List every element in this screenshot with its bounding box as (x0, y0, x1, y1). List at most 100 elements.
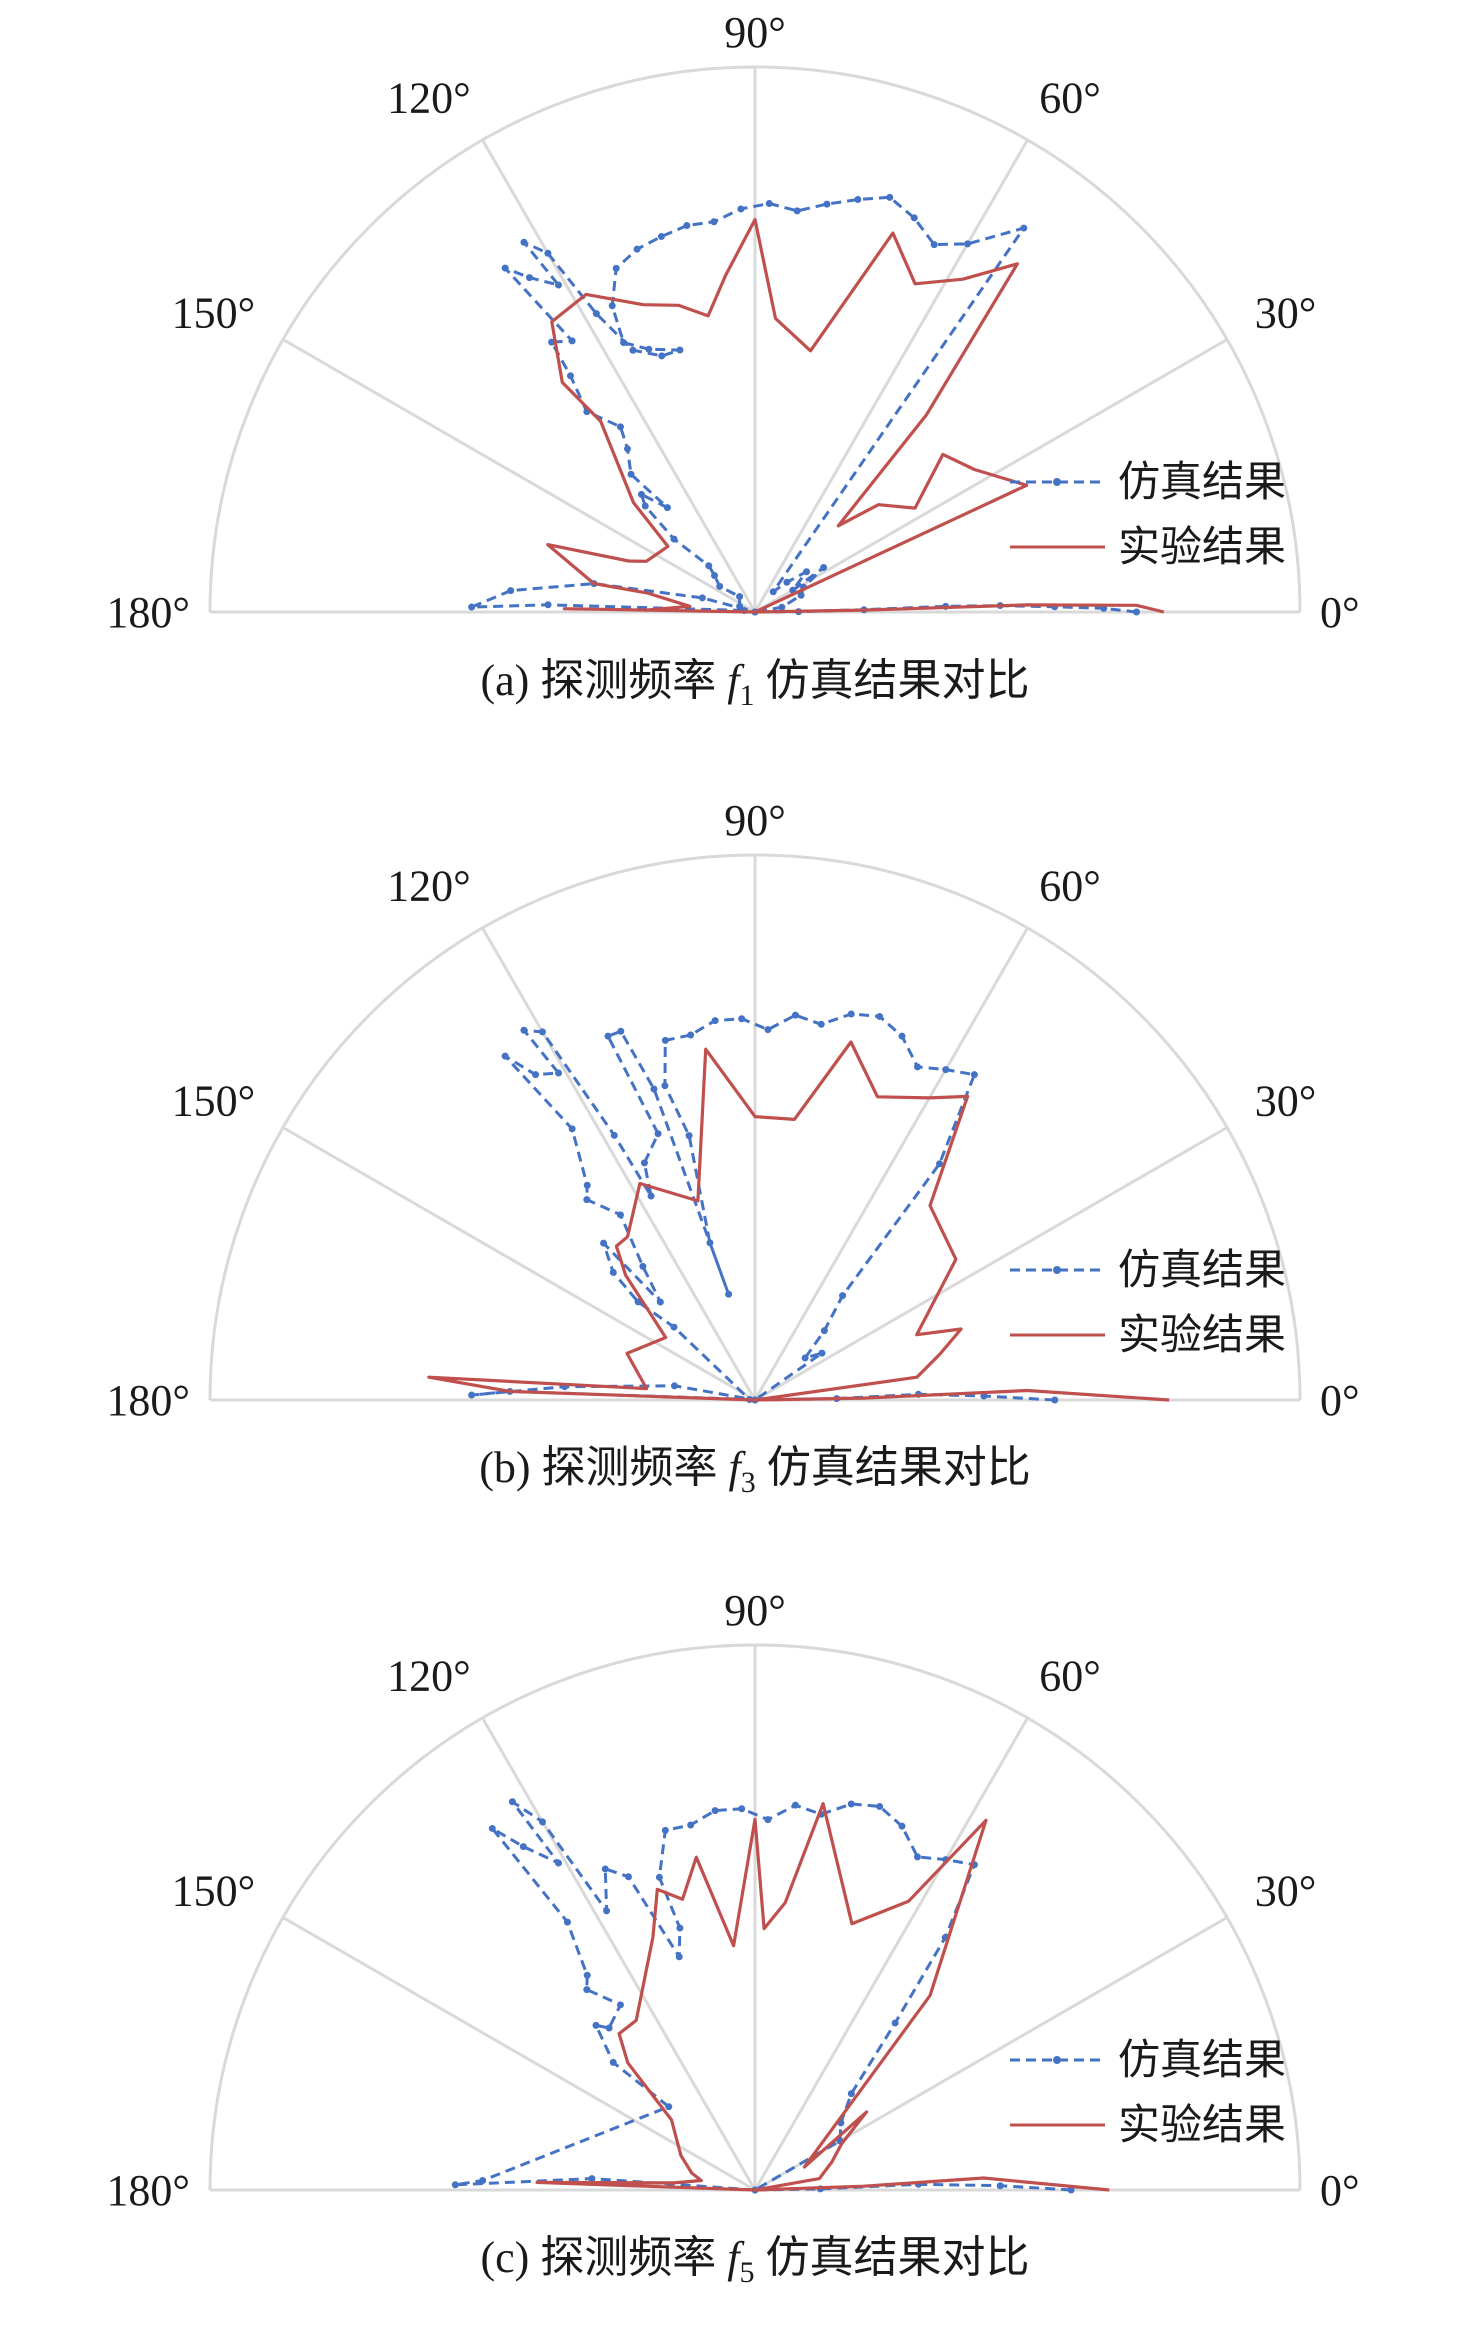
spoke-120 (481, 139, 757, 613)
data-point (627, 470, 635, 478)
data-point (817, 1020, 825, 1028)
data-point (891, 2019, 899, 2027)
data-point (661, 1082, 669, 1090)
data-point (637, 490, 645, 498)
data-point (605, 2024, 613, 2032)
data-point (616, 2001, 624, 2009)
data-point (588, 2175, 596, 2183)
data-point (670, 1382, 678, 1390)
angle-tick-label: 0° (1320, 588, 1360, 637)
data-point (520, 238, 528, 246)
data-point (910, 214, 918, 222)
data-point (676, 1924, 684, 1932)
data-point (620, 339, 628, 347)
data-point (764, 1026, 772, 1034)
caption-subscript: 3 (741, 1466, 756, 1499)
legend-marker (1053, 478, 1061, 486)
panel-caption: (a) 探测频率 f1 仿真结果对比 (480, 656, 1029, 712)
data-point (716, 582, 724, 590)
spoke-60 (753, 139, 1029, 613)
angle-tick-label: 150° (172, 1867, 256, 1916)
legend-simulation-label: 仿真结果 (1118, 1245, 1286, 1294)
angle-tick-label: 30° (1255, 1867, 1317, 1916)
data-point (876, 1802, 884, 1810)
data-point (936, 1160, 944, 1168)
angle-tick-label: 30° (1255, 289, 1317, 338)
data-point (687, 1031, 695, 1039)
data-point (609, 1268, 617, 1276)
data-point (468, 603, 476, 611)
data-point (698, 594, 706, 602)
caption-subscript: 5 (740, 2256, 755, 2289)
spoke-60 (753, 927, 1029, 1401)
spoke-60 (753, 1717, 1029, 2191)
data-point (661, 1826, 669, 1834)
data-point (676, 346, 684, 354)
data-point (600, 1239, 608, 1247)
data-point (839, 1292, 847, 1300)
data-point (942, 1066, 950, 1074)
data-point (519, 1843, 527, 1851)
data-point (738, 1805, 746, 1813)
legend-experiment-label: 实验结果 (1118, 522, 1286, 571)
data-point (617, 1027, 625, 1035)
data-point (736, 593, 744, 601)
angle-tick-label: 180° (106, 1376, 190, 1425)
data-point (604, 1032, 612, 1040)
data-point (705, 562, 713, 570)
caption-subscript: 1 (740, 679, 755, 712)
data-point (655, 1873, 663, 1881)
legend-marker (1053, 2056, 1061, 2064)
data-point (913, 1853, 921, 1861)
data-point (797, 591, 805, 599)
data-point (675, 1953, 683, 1961)
data-point (647, 1192, 655, 1200)
data-point (639, 1262, 647, 1270)
data-point (970, 1071, 978, 1079)
data-point (501, 264, 509, 272)
data-point (1133, 608, 1140, 616)
data-point (823, 200, 831, 208)
data-point (898, 1032, 906, 1040)
angle-tick-label: 0° (1320, 2166, 1360, 2215)
data-point (791, 1801, 799, 1809)
data-point (656, 1298, 664, 1306)
data-point (583, 1196, 591, 1204)
spoke-150 (282, 1126, 756, 1402)
data-point (725, 1290, 733, 1298)
data-point (501, 1052, 509, 1060)
data-point (683, 222, 691, 230)
data-point (670, 1323, 678, 1331)
data-point (1051, 1396, 1059, 1404)
data-point (451, 2181, 459, 2189)
legend-simulation-label: 仿真结果 (1118, 2035, 1286, 2084)
data-point (507, 587, 515, 595)
data-point (610, 1131, 618, 1139)
data-point (663, 504, 671, 512)
angle-tick-label: 90° (724, 1586, 786, 1635)
data-point (508, 1798, 516, 1806)
angle-tick-label: 150° (172, 289, 256, 338)
spoke-120 (481, 1717, 757, 2191)
data-point (665, 2103, 673, 2111)
data-point (592, 310, 600, 318)
data-point (685, 1132, 693, 1140)
data-point (791, 1011, 799, 1019)
caption-suffix: 仿真结果对比 (755, 656, 1030, 705)
angle-tick-label: 180° (106, 588, 190, 637)
angle-tick-label: 60° (1039, 861, 1101, 910)
data-point (765, 199, 773, 207)
data-point (538, 1028, 546, 1036)
data-point (650, 1085, 658, 1093)
data-point (568, 1125, 576, 1133)
data-point (818, 1349, 826, 1357)
angle-tick-label: 90° (724, 8, 786, 57)
data-point (820, 1327, 828, 1335)
panel-caption: (c) 探测频率 f5 仿真结果对比 (480, 2233, 1029, 2289)
angle-tick-label: 180° (106, 2166, 190, 2215)
data-point (847, 2090, 855, 2098)
data-point (980, 1392, 988, 1400)
